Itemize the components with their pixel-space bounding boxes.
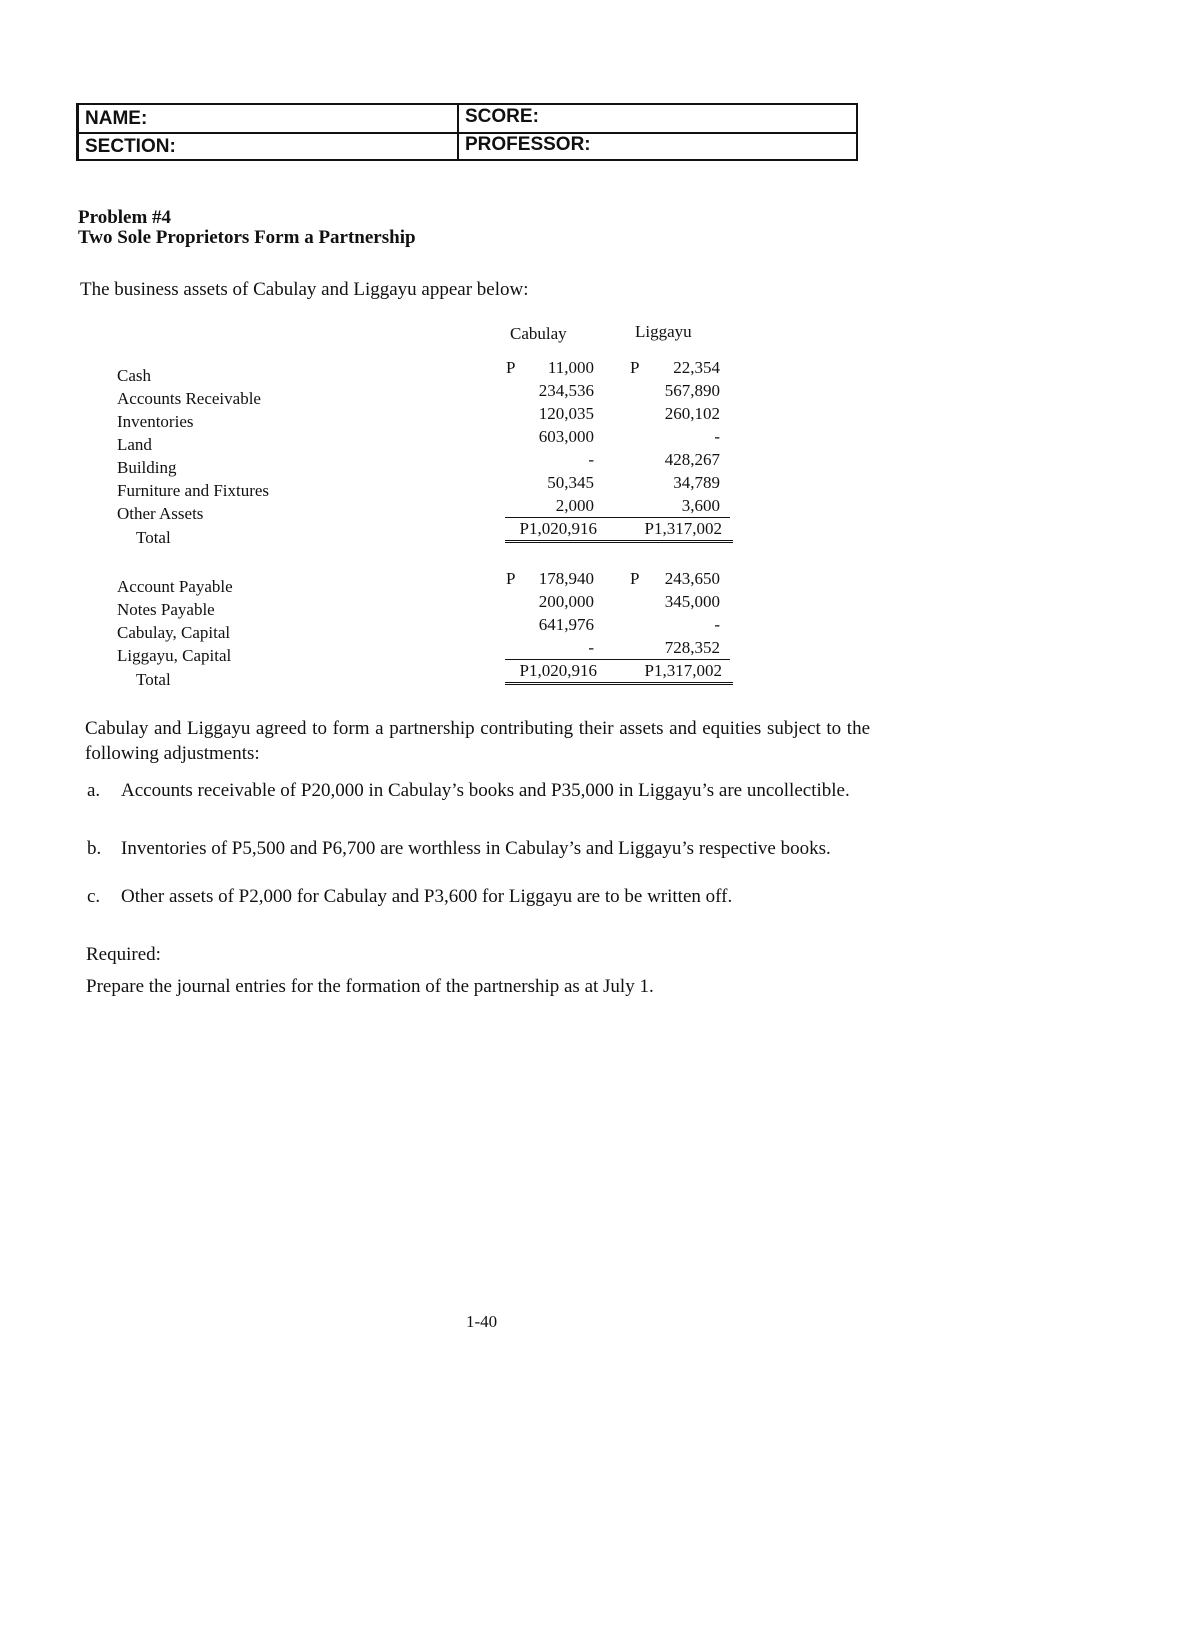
peso-sign: P [630,569,640,588]
item-text: Inventories of P5,500 and P6,700 are wor… [121,838,831,859]
item-text: Accounts receivable of P20,000 in Cabula… [121,780,850,801]
peso-sign: P [506,569,516,588]
name-label: NAME: [85,108,148,129]
adjustments-paragraph: Cabulay and Liggayu agreed to form a par… [85,718,870,764]
cabulay-value: - [588,638,594,657]
row-label: Land [117,435,152,454]
student-info-box: NAME: SECTION: SCORE: PROFESSOR: [76,103,858,161]
liggayu-value: 260,102 [664,404,720,423]
adjustment-item-c: c. Other assets of P2,000 for Cabulay and… [87,884,881,909]
subtotal-rule [505,659,730,660]
item-marker: b. [87,838,102,859]
professor-label: PROFESSOR: [465,134,591,155]
cabulay-value: - [588,450,594,469]
required-label: Required: [86,944,161,965]
cabulay-value: 11,000 [547,358,594,377]
liggayu-value: 428,267 [664,450,720,469]
row-label: Cash [117,366,151,385]
row-label: Cabulay, Capital [117,623,231,642]
column-header-liggayu: Liggayu [635,322,692,341]
liggayu-value: 728,352 [664,638,720,657]
problem-number: Problem #4 [78,207,172,228]
liggayu-value: 34,789 [673,473,720,492]
subtotal-rule [505,517,730,518]
cabulay-value: 200,000 [538,592,594,611]
cabulay-value: 50,345 [547,473,594,492]
liggayu-total: P1,317,002 [644,519,722,538]
row-label: Account Payable [117,577,233,596]
liggayu-value: - [714,615,720,634]
cabulay-total: P1,020,916 [519,661,597,680]
required-text: Prepare the journal entries for the form… [86,976,654,997]
row-label: Building [117,458,177,477]
item-marker: c. [87,886,101,907]
row-label: Notes Payable [117,600,215,619]
liggayu-value: 243,650 [664,569,720,588]
item-marker: a. [87,780,101,801]
liggayu-value: - [714,427,720,446]
row-label: Accounts Receivable [117,389,261,408]
row-label: Inventories [117,412,194,431]
adjustment-item-b: b. Inventories of P5,500 and P6,700 are w… [87,836,861,861]
liggayu-total: P1,317,002 [644,661,722,680]
total-double-rule [505,682,733,685]
cabulay-total: P1,020,916 [519,519,597,538]
cabulay-value: 641,976 [538,615,594,634]
row-label: Liggayu, Capital [117,646,232,665]
intro-text: The business assets of Cabulay and Ligga… [80,279,529,300]
liggayu-value: 567,890 [664,381,720,400]
liggayu-value: 3,600 [681,496,720,515]
row-divider [79,132,856,134]
column-header-cabulay: Cabulay [510,324,567,343]
cabulay-value: 120,035 [538,404,594,423]
total-label: Total [136,528,171,547]
row-label: Furniture and Fixtures [117,481,270,500]
problem-title: Two Sole Proprietors Form a Partnership [78,227,416,248]
liggayu-value: 22,354 [673,358,720,377]
peso-sign: P [506,358,516,377]
adjustment-item-a: a. Accounts receivable of P20,000 in Cabu… [87,778,861,803]
section-label: SECTION: [85,136,176,157]
total-double-rule [505,540,733,543]
column-divider [457,105,459,159]
cabulay-value: 234,536 [538,381,594,400]
row-label: Other Assets [117,504,204,523]
cabulay-value: 178,940 [538,569,594,588]
total-label: Total [136,670,171,689]
item-text: Other assets of P2,000 for Cabulay and P… [121,886,733,907]
liggayu-value: 345,000 [664,592,720,611]
cabulay-value: 603,000 [538,427,594,446]
page-number: 1-40 [466,1312,498,1331]
peso-sign: P [630,358,640,377]
cabulay-value: 2,000 [555,496,594,515]
score-label: SCORE: [465,106,539,127]
